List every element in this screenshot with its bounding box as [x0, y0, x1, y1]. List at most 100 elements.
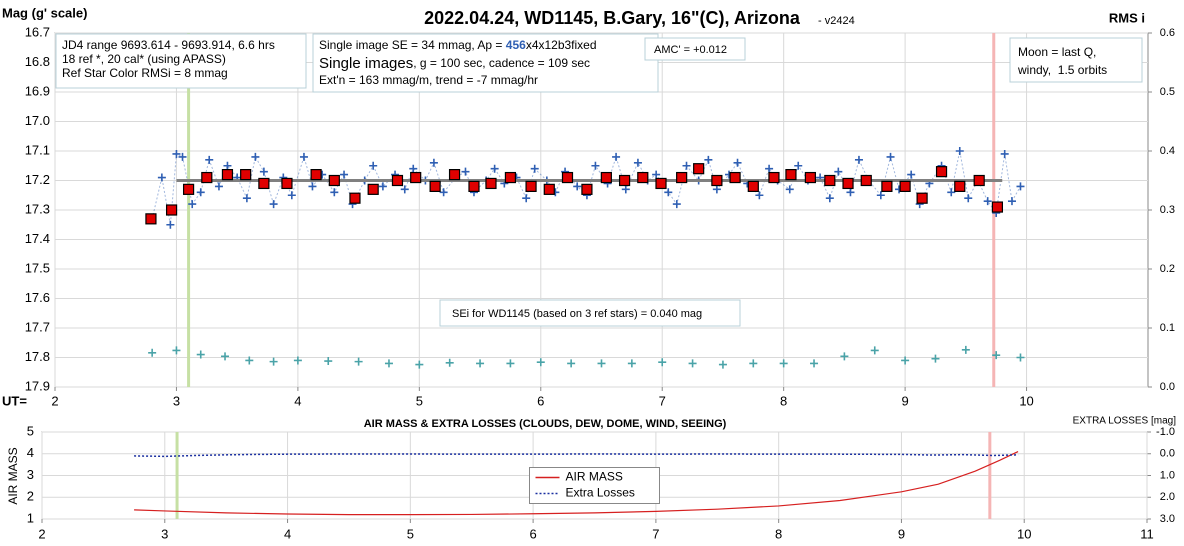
data-point — [688, 359, 697, 368]
data-point — [658, 358, 667, 367]
chart-subtitle: - v2424 — [818, 15, 855, 27]
data-point — [251, 152, 260, 161]
data-point — [886, 152, 895, 161]
y-tick-label: 17.4 — [25, 231, 50, 246]
data-point — [525, 180, 537, 192]
data-point — [245, 356, 254, 365]
y2-tick-label: -1.0 — [1156, 426, 1175, 438]
annotation-text: Ref Star Color RMSi = 8 mmag — [62, 66, 228, 80]
y-tick-label: 17.3 — [25, 201, 50, 216]
data-point — [201, 171, 213, 184]
x-tick-label: 4 — [294, 393, 301, 408]
data-point — [299, 152, 308, 161]
annotation-text: windy, 1.5 orbits — [1017, 63, 1107, 77]
data-point — [567, 359, 576, 368]
data-point — [415, 360, 424, 369]
y2-tick-label: 0.1 — [1160, 322, 1175, 334]
legend-label: Extra Losses — [566, 486, 635, 500]
data-point — [242, 194, 251, 203]
data-point — [840, 352, 849, 361]
y-tick-label: 3 — [27, 467, 34, 482]
data-point — [983, 197, 992, 206]
x-tick-label: 2 — [51, 393, 58, 408]
y-tick-label: 17.2 — [25, 172, 50, 187]
x-tick-label: 10 — [1019, 393, 1033, 408]
y-tick-label: 16.8 — [25, 54, 50, 69]
data-point — [354, 357, 363, 366]
data-point — [779, 359, 788, 368]
data-point — [881, 180, 893, 192]
data-point — [196, 350, 205, 359]
x-tick-label: 8 — [780, 393, 787, 408]
data-point — [907, 170, 916, 179]
data-point — [145, 213, 157, 225]
y-tick-label: 17.8 — [25, 349, 50, 364]
data-point — [530, 164, 539, 173]
data-point — [148, 348, 157, 357]
data-point — [205, 155, 214, 164]
data-point — [182, 183, 195, 195]
data-point — [729, 171, 741, 184]
data-point — [693, 163, 705, 175]
x-tick-label: 3 — [173, 393, 180, 408]
data-point — [221, 169, 234, 181]
data-point — [1000, 149, 1009, 158]
annotation-box — [55, 33, 307, 89]
data-point — [536, 358, 545, 367]
data-point — [747, 180, 759, 192]
x-tick-label: 6 — [529, 526, 536, 541]
data-point — [485, 177, 497, 190]
data-point — [655, 177, 667, 190]
data-point — [785, 169, 797, 181]
data-point — [901, 356, 910, 365]
y2-tick-label: 2.0 — [1160, 491, 1175, 503]
data-point — [591, 161, 600, 170]
y2-tick-label: 0.5 — [1160, 86, 1175, 98]
data-point — [172, 149, 181, 158]
data-point — [330, 188, 339, 197]
data-point — [618, 174, 631, 187]
data-point — [842, 177, 854, 190]
data-point — [652, 170, 661, 179]
data-point — [409, 164, 418, 173]
data-point — [429, 180, 441, 192]
data-point — [581, 183, 593, 195]
data-point — [964, 194, 973, 203]
data-point — [712, 185, 721, 194]
data-point — [439, 188, 448, 197]
data-point — [931, 354, 940, 363]
data-point — [310, 169, 322, 181]
y-tick-label: 17.9 — [25, 378, 50, 393]
data-point — [916, 192, 928, 204]
data-point — [269, 200, 278, 209]
annotation-text: Ext'n = 163 mmag/m, trend = -7 mmag/hr — [319, 73, 538, 87]
data-point — [324, 357, 333, 366]
x-tick-label: 6 — [537, 393, 544, 408]
data-point — [755, 191, 764, 200]
data-point — [860, 174, 872, 187]
data-point — [749, 359, 758, 368]
data-point — [165, 204, 178, 216]
data-point — [384, 359, 393, 368]
data-point — [293, 356, 302, 365]
data-point — [172, 346, 181, 355]
data-point — [765, 164, 774, 173]
y-tick-label: 16.7 — [25, 24, 50, 39]
data-point — [992, 351, 1001, 360]
data-point — [468, 180, 480, 192]
data-point — [846, 188, 855, 197]
data-line — [134, 451, 1019, 516]
data-point — [954, 180, 966, 192]
y2-tick-label: 0.6 — [1160, 27, 1175, 39]
data-point — [935, 166, 948, 178]
data-point — [188, 200, 197, 209]
annotation-box — [312, 33, 659, 93]
data-point — [824, 174, 836, 187]
x-tick-label: 7 — [652, 526, 659, 541]
x-tick-label: 9 — [901, 393, 908, 408]
data-point — [672, 200, 681, 209]
x-tick-label: 9 — [898, 526, 905, 541]
annotation-text: AMC' = +0.012 — [654, 44, 727, 56]
y-tick-label: 17.0 — [25, 113, 50, 128]
data-point — [627, 359, 636, 368]
